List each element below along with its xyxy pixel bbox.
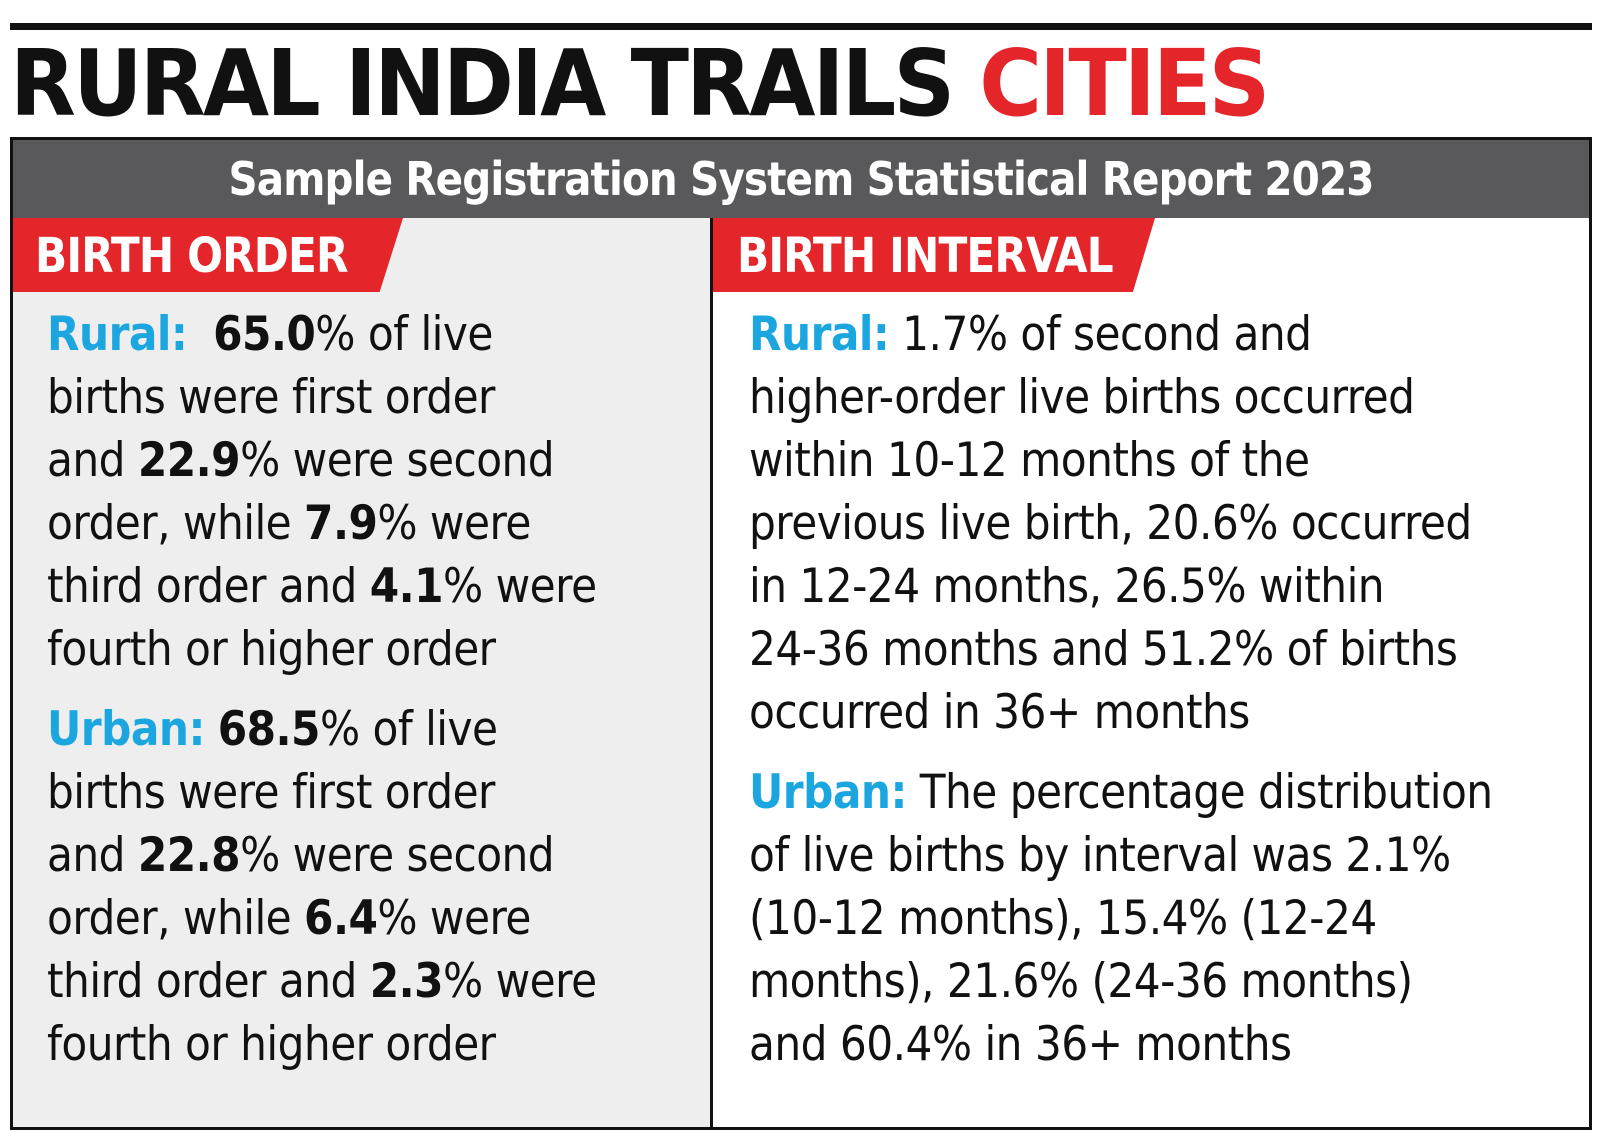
urban-label: Urban: xyxy=(47,702,205,757)
birth-interval-heading-text: BIRTH INTERVAL xyxy=(737,228,1114,284)
rural-label: Rural: xyxy=(47,307,188,362)
infographic-frame: Sample Registration System Statistical R… xyxy=(10,137,1592,1130)
birth-order-heading: BIRTH ORDER xyxy=(13,218,403,292)
birth-interval-rural-text: Rural: 1.7% of second and higher-order li… xyxy=(749,307,1472,740)
urban-first-order-value: 68.5 xyxy=(217,702,321,757)
rural-label: Rural: xyxy=(749,307,890,362)
rural-fourth-order-value: 4.1 xyxy=(369,559,444,614)
birth-order-panel: BIRTH ORDER Rural: 65.0% of live births w… xyxy=(13,218,713,1127)
headline-accent: CITIES xyxy=(979,30,1270,137)
urban-second-order-value: 22.8 xyxy=(137,828,241,883)
headline-main: RURAL INDIA TRAILS xyxy=(10,30,955,137)
rural-second-order-value: 22.9 xyxy=(137,433,241,488)
urban-label: Urban: xyxy=(749,765,907,820)
urban-third-order-value: 6.4 xyxy=(304,891,378,946)
birth-interval-urban-text: Urban: The percentage distribution of liv… xyxy=(749,765,1493,1072)
subhead-bar: Sample Registration System Statistical R… xyxy=(13,140,1589,218)
rural-first-order-value: 65.0 xyxy=(213,307,316,362)
birth-interval-heading: BIRTH INTERVAL xyxy=(713,218,1155,292)
birth-order-heading-text: BIRTH ORDER xyxy=(35,228,348,284)
urban-fourth-order-value: 2.3 xyxy=(369,954,444,1009)
headline: RURAL INDIA TRAILS CITIES xyxy=(10,34,1270,134)
subhead: Sample Registration System Statistical R… xyxy=(228,152,1374,206)
birth-order-urban-text: Urban: 68.5% of live births were first or… xyxy=(47,702,597,1072)
rural-third-order-value: 7.9 xyxy=(304,496,378,551)
top-rule xyxy=(10,23,1592,30)
birth-order-rural-text: Rural: 65.0% of live births were first or… xyxy=(47,307,597,677)
birth-interval-panel: BIRTH INTERVAL Rural: 1.7% of second and… xyxy=(713,218,1589,1127)
